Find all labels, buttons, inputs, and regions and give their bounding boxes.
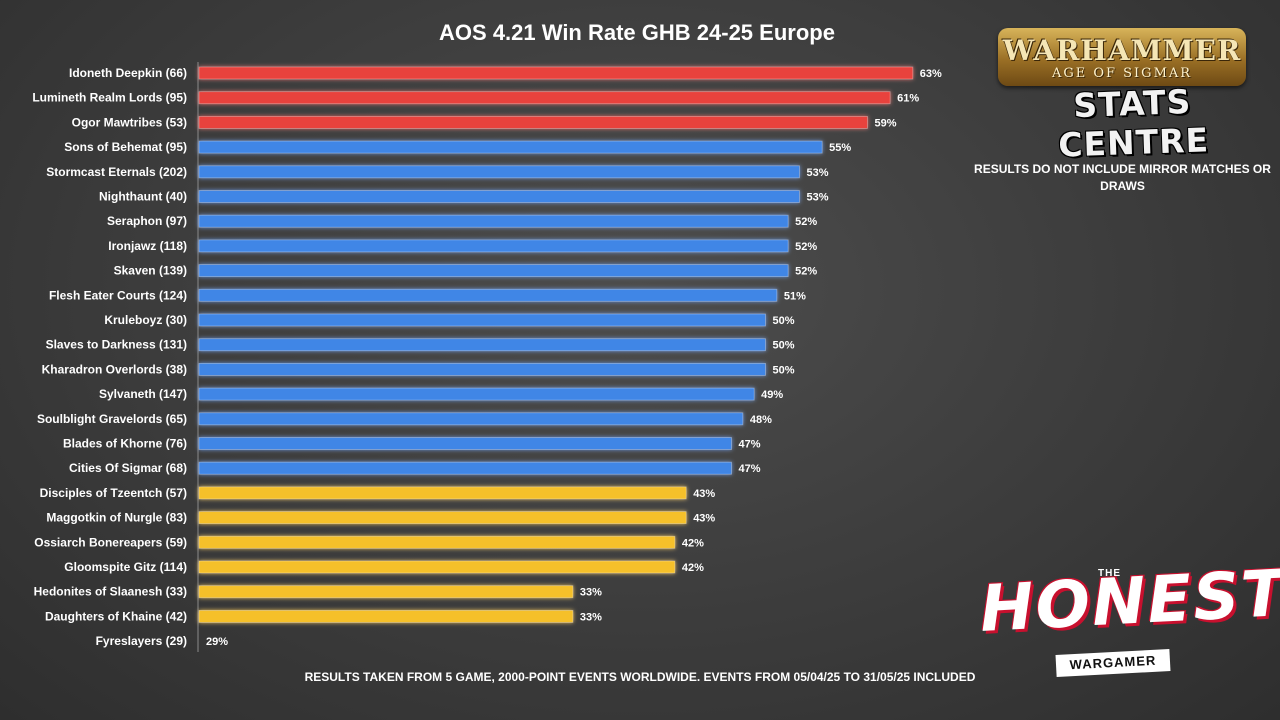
value-label: 50% bbox=[773, 364, 795, 376]
footer-note: RESULTS TAKEN FROM 5 GAME, 2000-POINT EV… bbox=[304, 670, 976, 684]
category-label: Idoneth Deepkin (66) bbox=[69, 66, 187, 80]
value-label: 50% bbox=[773, 340, 795, 352]
value-label: 61% bbox=[897, 93, 919, 105]
category-label: Daughters of Khaine (42) bbox=[45, 609, 187, 623]
category-label: Seraphon (97) bbox=[107, 214, 187, 228]
chart-note: RESULTS DO NOT INCLUDE MIRROR MATCHES OR… bbox=[974, 162, 1271, 193]
value-label: 52% bbox=[795, 216, 817, 228]
warhammer-logo-title: WARHAMMER bbox=[1002, 34, 1242, 67]
value-label: 42% bbox=[682, 537, 704, 549]
bar bbox=[198, 66, 914, 80]
category-label: Soulblight Gravelords (65) bbox=[37, 412, 187, 426]
value-label: 42% bbox=[682, 562, 704, 574]
warhammer-logo: WARHAMMER AGE OF SIGMAR bbox=[998, 28, 1246, 86]
category-label: Cities Of Sigmar (68) bbox=[69, 461, 187, 475]
category-label: Sylvaneth (147) bbox=[99, 387, 187, 401]
bars-group: Idoneth Deepkin (66) 63% Lumineth Realm Lo… bbox=[32, 66, 942, 648]
value-label: 51% bbox=[784, 290, 806, 302]
category-label: Nighthaunt (40) bbox=[99, 190, 187, 204]
bar bbox=[198, 91, 891, 105]
value-label: 48% bbox=[750, 414, 772, 426]
category-label: Hedonites of Slaanesh (33) bbox=[34, 585, 187, 599]
chart-title: AOS 4.21 Win Rate GHB 24-25 Europe bbox=[439, 20, 835, 45]
category-label: Slaves to Darkness (131) bbox=[46, 338, 187, 352]
value-label: 52% bbox=[795, 266, 817, 278]
category-label: Stormcast Eternals (202) bbox=[46, 165, 187, 179]
honest-wargamer-logo: HONEST THE WARGAMER bbox=[978, 557, 1280, 684]
value-label: 50% bbox=[773, 315, 795, 327]
category-label: Sons of Behemat (95) bbox=[64, 140, 187, 154]
category-label: Ogor Mawtribes (53) bbox=[72, 115, 187, 129]
category-label: Skaven (139) bbox=[114, 264, 187, 278]
value-label: 55% bbox=[829, 142, 851, 154]
category-label: Flesh Eater Courts (124) bbox=[49, 288, 187, 302]
category-label: Maggotkin of Nurgle (83) bbox=[46, 511, 187, 525]
bar bbox=[198, 214, 789, 228]
stats-centre-logo: STATS CENTRE bbox=[1057, 81, 1210, 165]
bar bbox=[198, 116, 868, 129]
category-label: Blades of Khorne (76) bbox=[63, 437, 187, 451]
bar bbox=[198, 486, 687, 500]
value-label: 59% bbox=[874, 117, 896, 129]
value-label: 47% bbox=[739, 439, 761, 451]
value-label: 63% bbox=[920, 68, 942, 80]
bar bbox=[198, 437, 732, 450]
bar bbox=[198, 387, 755, 401]
warhammer-logo-subtitle: AGE OF SIGMAR bbox=[1051, 66, 1193, 81]
value-label: 43% bbox=[693, 488, 715, 500]
bar bbox=[198, 412, 744, 426]
value-label: 47% bbox=[739, 463, 761, 475]
category-label: Ironjawz (118) bbox=[108, 239, 187, 253]
honest-logo-the: THE bbox=[1098, 568, 1121, 579]
value-label: 29% bbox=[206, 636, 228, 648]
value-label: 43% bbox=[693, 513, 715, 525]
category-label: Ossiarch Bonereapers (59) bbox=[34, 535, 187, 549]
bar bbox=[198, 165, 800, 179]
value-label: 53% bbox=[806, 167, 828, 179]
category-label: Lumineth Realm Lords (95) bbox=[32, 91, 187, 105]
bar bbox=[198, 511, 687, 525]
bar bbox=[198, 362, 766, 376]
bar bbox=[198, 338, 766, 352]
bar bbox=[198, 610, 574, 623]
category-label: Disciples of Tzeentch (57) bbox=[40, 486, 187, 500]
bar bbox=[198, 264, 789, 278]
bar bbox=[198, 535, 676, 549]
category-label: Gloomspite Gitz (114) bbox=[64, 560, 187, 574]
value-label: 33% bbox=[580, 587, 602, 599]
bar bbox=[198, 239, 789, 253]
value-label: 52% bbox=[795, 241, 817, 253]
bar bbox=[198, 461, 732, 475]
bar bbox=[198, 190, 800, 203]
bar bbox=[198, 140, 823, 154]
bar bbox=[198, 560, 676, 574]
bar bbox=[198, 288, 778, 302]
category-label: Kharadron Overlords (38) bbox=[42, 362, 187, 376]
value-label: 49% bbox=[761, 389, 783, 401]
value-label: 53% bbox=[806, 192, 828, 204]
bar bbox=[198, 313, 766, 327]
value-label: 33% bbox=[580, 611, 602, 623]
category-label: Fyreslayers (29) bbox=[96, 634, 187, 648]
category-label: Kruleboyz (30) bbox=[104, 313, 187, 327]
bar bbox=[198, 585, 574, 599]
